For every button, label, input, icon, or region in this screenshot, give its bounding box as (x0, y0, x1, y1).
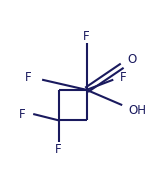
Text: F: F (83, 30, 90, 43)
Text: O: O (127, 53, 136, 66)
Text: F: F (19, 108, 26, 121)
Text: F: F (55, 143, 62, 156)
Text: F: F (25, 71, 32, 84)
Text: F: F (120, 71, 126, 84)
Text: OH: OH (129, 104, 147, 117)
